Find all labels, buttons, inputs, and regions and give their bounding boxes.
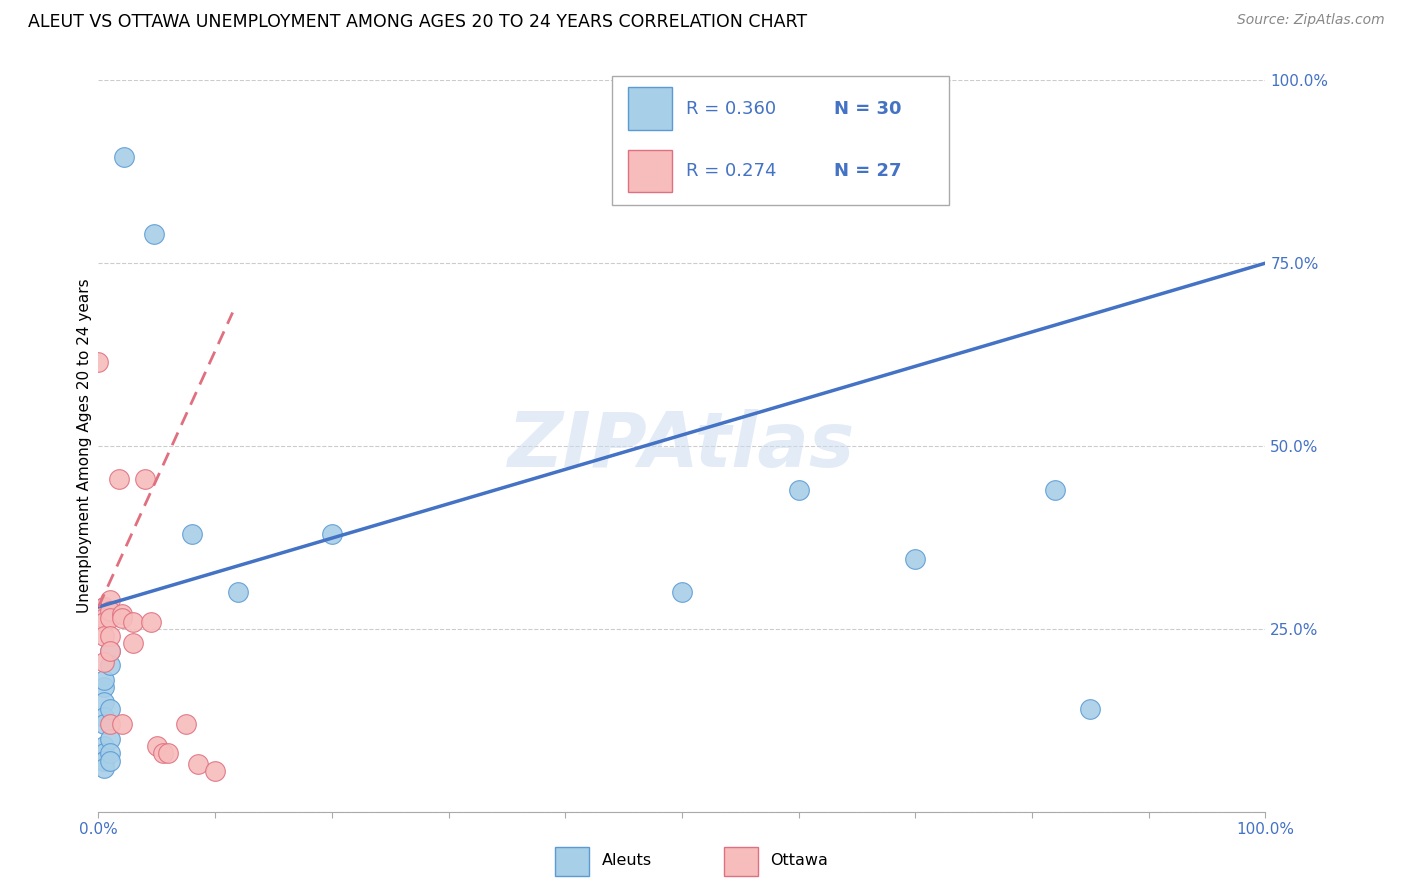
Point <box>98 611 121 625</box>
Text: N = 27: N = 27 <box>834 161 901 180</box>
Point <box>93 709 115 723</box>
Point <box>122 636 145 650</box>
Point <box>111 717 134 731</box>
FancyBboxPatch shape <box>724 847 758 876</box>
Point <box>93 599 115 614</box>
Point <box>143 227 166 241</box>
Point <box>93 673 115 687</box>
Point <box>93 761 115 775</box>
Text: ALEUT VS OTTAWA UNEMPLOYMENT AMONG AGES 20 TO 24 YEARS CORRELATION CHART: ALEUT VS OTTAWA UNEMPLOYMENT AMONG AGES … <box>28 13 807 31</box>
Point <box>98 731 121 746</box>
Point <box>904 73 927 87</box>
Point <box>157 746 180 760</box>
Point <box>93 629 115 643</box>
Point <box>93 754 115 768</box>
Point <box>93 681 115 695</box>
Text: R = 0.274: R = 0.274 <box>686 161 776 180</box>
FancyBboxPatch shape <box>628 150 672 193</box>
Text: N = 30: N = 30 <box>834 100 901 118</box>
Point <box>93 695 115 709</box>
Text: Ottawa: Ottawa <box>770 854 828 868</box>
Point <box>152 746 174 760</box>
Point <box>98 717 121 731</box>
Point <box>111 611 134 625</box>
Point <box>174 717 197 731</box>
Point <box>98 629 121 643</box>
Text: ZIPAtlas: ZIPAtlas <box>508 409 856 483</box>
Point <box>134 472 156 486</box>
Point <box>146 739 169 753</box>
Point <box>928 73 950 87</box>
Point <box>228 585 250 599</box>
Point <box>928 73 950 87</box>
Point <box>98 603 121 617</box>
Point <box>93 655 115 669</box>
Point <box>787 483 810 497</box>
Point <box>1045 483 1067 497</box>
Text: Source: ZipAtlas.com: Source: ZipAtlas.com <box>1237 13 1385 28</box>
Point <box>93 611 115 625</box>
Point <box>93 615 115 629</box>
Point <box>904 552 927 566</box>
Point <box>111 607 134 622</box>
Point <box>93 717 115 731</box>
Point <box>122 615 145 629</box>
Point <box>204 764 226 779</box>
Point <box>98 592 121 607</box>
Point <box>93 599 115 614</box>
Point <box>1080 702 1102 716</box>
Point <box>139 615 162 629</box>
Point <box>180 526 202 541</box>
FancyBboxPatch shape <box>612 76 949 205</box>
Point <box>93 739 115 753</box>
Point <box>108 472 131 486</box>
Point <box>671 585 693 599</box>
Point <box>321 526 343 541</box>
Point <box>98 754 121 768</box>
Point <box>98 644 121 658</box>
Point <box>87 355 110 369</box>
Point <box>112 150 135 164</box>
Point <box>93 607 115 622</box>
FancyBboxPatch shape <box>555 847 589 876</box>
Point <box>187 757 209 772</box>
Point <box>98 644 121 658</box>
Point <box>98 746 121 760</box>
Point <box>98 658 121 673</box>
Point <box>93 754 115 768</box>
Point <box>93 746 115 760</box>
Point <box>98 702 121 716</box>
FancyBboxPatch shape <box>628 87 672 130</box>
Text: R = 0.360: R = 0.360 <box>686 100 776 118</box>
Text: Aleuts: Aleuts <box>602 854 652 868</box>
Y-axis label: Unemployment Among Ages 20 to 24 years: Unemployment Among Ages 20 to 24 years <box>77 278 91 614</box>
